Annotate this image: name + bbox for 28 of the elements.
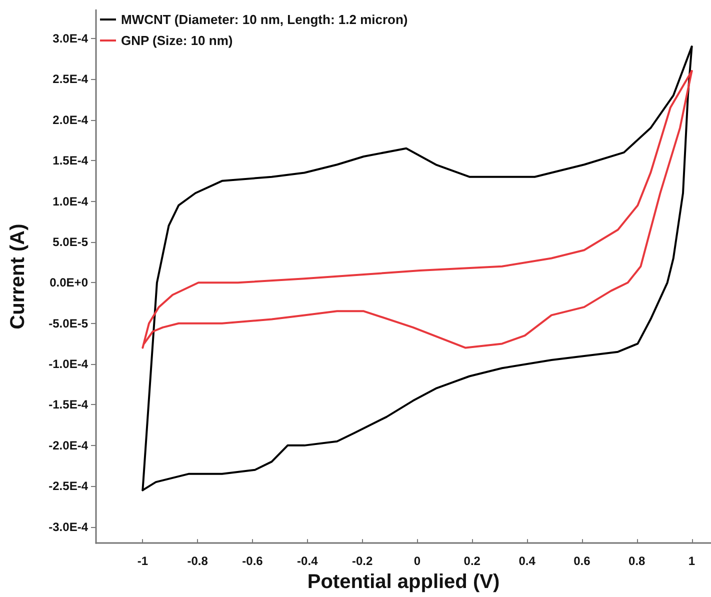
- x-tick-label: -1: [137, 554, 148, 568]
- x-tick-label: 0.8: [628, 554, 646, 568]
- x-tick-label: 0.6: [574, 554, 591, 568]
- legend-label: GNP (Size: 10 nm): [121, 33, 233, 48]
- x-tick-label: 0: [414, 554, 421, 568]
- x-tick-label: -0.6: [242, 554, 264, 568]
- y-tick-label: 0.0E+0: [50, 276, 88, 290]
- y-tick-label: -2.0E-4: [48, 438, 88, 452]
- legend-label: MWCNT (Diameter: 10 nm, Length: 1.2 micron): [121, 12, 408, 27]
- y-tick-label: -3.0E-4: [48, 520, 88, 534]
- x-tick-label: -0.4: [297, 554, 318, 568]
- y-tick-label: -2.5E-4: [48, 479, 88, 494]
- x-tick-label: 1: [688, 554, 696, 568]
- y-tick-label: 2.0E-4: [52, 112, 88, 127]
- y-axis-title: Current (A): [7, 224, 29, 330]
- x-tick-label: -0.2: [352, 554, 373, 568]
- y-tick-label: 1.5E-4: [52, 154, 88, 168]
- y-tick-label: 1.0E-4: [52, 194, 88, 208]
- y-tick-label: -1.0E-4: [48, 357, 88, 372]
- y-tick-label: -1.5E-4: [48, 398, 88, 412]
- x-tick-label: -0.8: [187, 554, 208, 568]
- x-tick-label: 0.4: [518, 554, 536, 568]
- y-tick-label: -5.0E-5: [48, 316, 88, 330]
- y-tick-label: 5.0E-5: [52, 234, 88, 249]
- x-tick-label: 0.2: [464, 554, 481, 568]
- y-tick-label: 2.5E-4: [52, 72, 88, 86]
- x-axis-title: Potential applied (V): [307, 571, 500, 593]
- y-tick-label: 3.0E-4: [52, 31, 88, 46]
